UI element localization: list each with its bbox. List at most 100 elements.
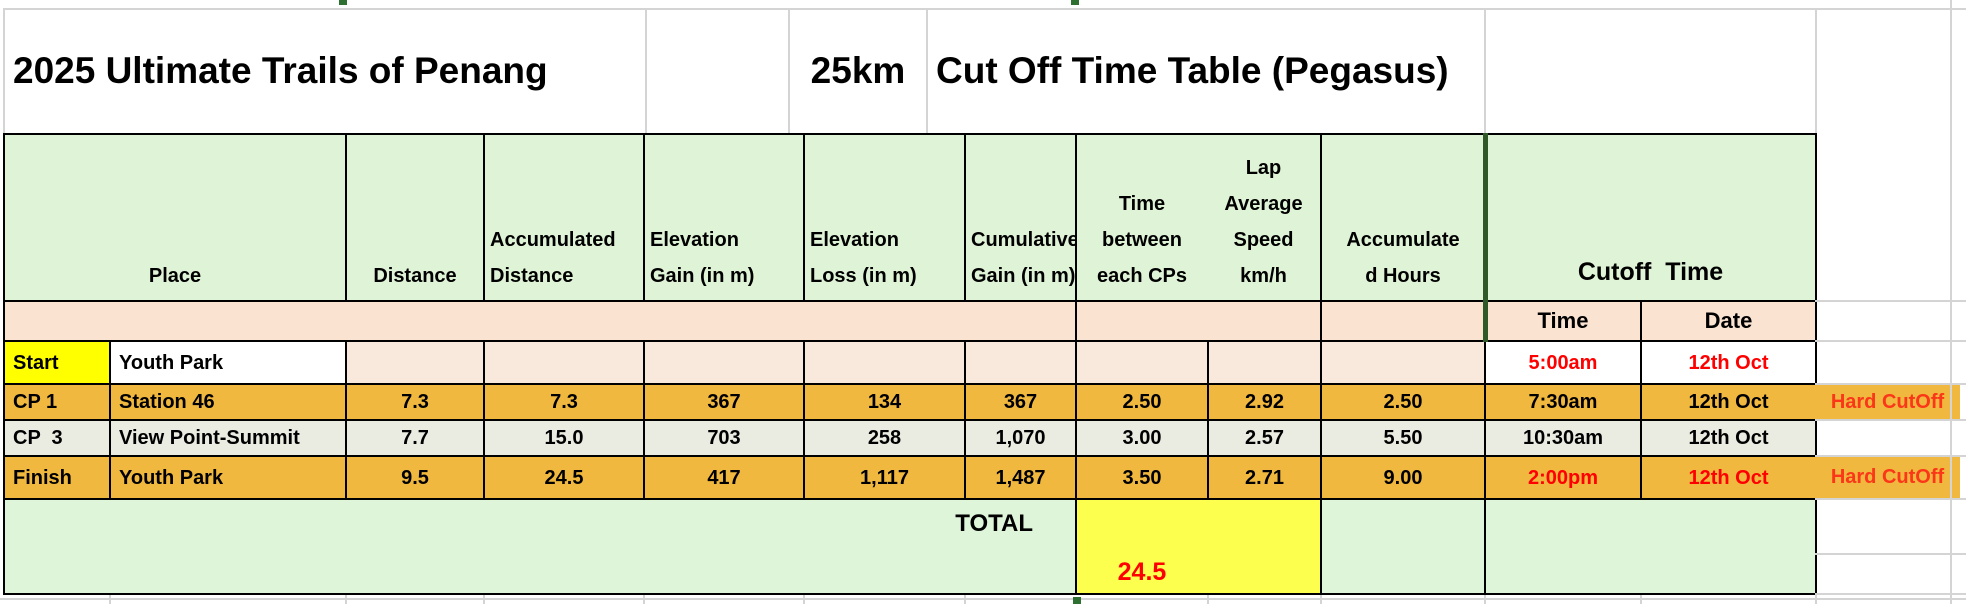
cp3-accumulated-distance: 15.0 [483, 419, 645, 457]
finish-accumulated-distance: 24.5 [483, 455, 645, 500]
gridline-stub-6 [964, 595, 966, 604]
col-header-accumulated-distance: Accumulated Distance [483, 133, 645, 302]
row-label-finish: Finish [3, 455, 111, 500]
start-elevation-loss [803, 340, 966, 385]
cp1-time-between: 2.50 [1075, 383, 1209, 421]
col-header-accumulated-hours: Accumulate d Hours [1320, 133, 1486, 302]
dark-green-cell-border [1483, 133, 1488, 342]
gridline-h-r5 [1815, 455, 1966, 457]
cp3-cumulative-gain: 1,070 [964, 419, 1077, 457]
start-lap-average-speed [1207, 340, 1322, 385]
start-distance [345, 340, 485, 385]
row-label-cp3: CP 3 [3, 419, 111, 457]
cp3-cutoff-date: 12th Oct [1640, 419, 1817, 457]
gridline-h-bottom [0, 598, 1966, 600]
selection-tick-bottom [1073, 597, 1081, 604]
gridline-stub-10 [1640, 595, 1642, 604]
col-header-lap-average-speed: Lap Average Speed km/h [1224, 157, 1303, 287]
start-cutoff-time: 5:00am [1484, 340, 1642, 385]
gridline-stub-7 [1207, 595, 1209, 604]
gridline-v-right [1950, 0, 1952, 604]
col-header-cutoff-time: Cutoff Time [1484, 133, 1817, 302]
gridline-h-r6 [1815, 498, 1966, 500]
cp1-cutoff-time: 7:30am [1484, 383, 1642, 421]
subheader-spacer-hours [1320, 300, 1486, 342]
start-elevation-gain [643, 340, 805, 385]
cp1-place: Station 46 [109, 383, 347, 421]
cp1-elevation-gain: 367 [643, 383, 805, 421]
col-header-time-between: Time between each CPs [1096, 193, 1188, 287]
col-header-elevation-loss: Elevation Loss (in m) [803, 133, 966, 302]
start-time-between [1075, 340, 1209, 385]
col-header-cumulative-gain: Cumulative Gain (in m) [964, 133, 1079, 302]
start-cutoff-date: 12th Oct [1640, 340, 1817, 385]
total-values-block: 24.5 9.00 2.72 [1075, 498, 1322, 595]
gridline-stub-2 [345, 595, 347, 604]
start-cumulative-gain [964, 340, 1077, 385]
subheader-spacer-mid [1075, 300, 1322, 342]
gridline-h-titletop-right [1815, 8, 1966, 10]
cp1-accumulated-distance: 7.3 [483, 383, 645, 421]
gridline-stub-1 [109, 595, 111, 604]
finish-elevation-loss: 1,117 [803, 455, 966, 500]
cp3-distance: 7.7 [345, 419, 485, 457]
cp1-distance: 7.3 [345, 383, 485, 421]
selection-tick-top-1 [339, 0, 347, 5]
start-place: Youth Park [109, 340, 347, 385]
finish-lap-average-speed: 2.71 [1207, 455, 1322, 500]
cp3-place: View Point-Summit [109, 419, 347, 457]
finish-elevation-gain: 417 [643, 455, 805, 500]
cp1-elevation-loss: 134 [803, 383, 966, 421]
gridline-stub-9 [1484, 595, 1486, 604]
gridline-stub-3 [483, 595, 485, 604]
gridline-h-r7 [1815, 553, 1966, 555]
finish-accumulated-hours: 9.00 [1320, 455, 1486, 500]
gridline-stub-4 [643, 595, 645, 604]
cp1-hard-cutoff-note: Hard CutOff [1815, 385, 1960, 419]
total-empty-hours-cell [1320, 498, 1486, 595]
finish-place: Youth Park [109, 455, 347, 500]
subheader-spacer-left [3, 300, 1077, 342]
event-title: 2025 Ultimate Trails of Penang [3, 8, 647, 135]
cp3-time-between: 3.00 [1075, 419, 1209, 457]
col-header-elevation-gain: Elevation Gain (in m) [643, 133, 805, 302]
cp3-accumulated-hours: 5.50 [1320, 419, 1486, 457]
row-label-cp1: CP 1 [3, 383, 111, 421]
total-label: TOTAL [3, 498, 1077, 595]
cp1-accumulated-hours: 2.50 [1320, 383, 1486, 421]
cp1-cumulative-gain: 367 [964, 383, 1077, 421]
start-accumulated-hours [1320, 340, 1486, 385]
total-empty-cutoff-cell [1484, 498, 1817, 595]
finish-cumulative-gain: 1,487 [964, 455, 1077, 500]
col-header-time-lap-group: Time between each CPs Lap Average Speed … [1075, 133, 1322, 302]
title-empty-cell [645, 8, 790, 135]
cp1-cutoff-date: 12th Oct [1640, 383, 1817, 421]
gridline-h-r8 [1815, 593, 1966, 595]
gridline-h-r1 [1815, 300, 1966, 302]
col-header-place: Place [3, 133, 347, 302]
finish-cutoff-time: 2:00pm [1484, 455, 1642, 500]
total-distance-value: 24.5 [1117, 557, 1167, 586]
selection-tick-top-2 [1071, 0, 1079, 5]
row-label-start: Start [3, 340, 111, 385]
gridline-stub-8 [1320, 595, 1322, 604]
subheader-time: Time [1484, 300, 1642, 342]
subheader-date: Date [1640, 300, 1817, 342]
race-distance: 25km [788, 8, 928, 135]
total-distance-row: 24.5 [1077, 548, 1320, 595]
cp1-lap-average-speed: 2.92 [1207, 383, 1322, 421]
start-accumulated-distance [483, 340, 645, 385]
cp3-elevation-loss: 258 [803, 419, 966, 457]
gridline-h-r3 [1815, 383, 1966, 385]
title-empty-cell-right [1484, 8, 1817, 135]
table-title: Cut Off Time Table (Pegasus) [926, 8, 1486, 135]
cp3-lap-average-speed: 2.57 [1207, 419, 1322, 457]
finish-distance: 9.5 [345, 455, 485, 500]
finish-cutoff-date: 12th Oct [1640, 455, 1817, 500]
cp3-cutoff-time: 10:30am [1484, 419, 1642, 457]
finish-time-between: 3.50 [1075, 455, 1209, 500]
gridline-stub-11 [1815, 595, 1817, 604]
gridline-h-r4 [1815, 419, 1966, 421]
cp3-elevation-gain: 703 [643, 419, 805, 457]
